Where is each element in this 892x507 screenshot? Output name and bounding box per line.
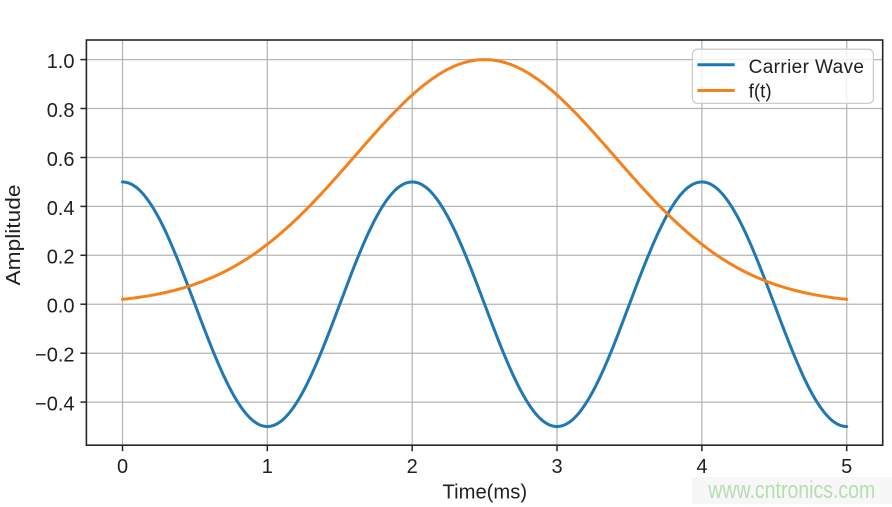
svg-text:Time(ms): Time(ms) (443, 482, 528, 504)
svg-text:−0.2: −0.2 (35, 345, 74, 367)
svg-text:www.cntronics.com: www.cntronics.com (707, 477, 875, 504)
svg-text:3: 3 (551, 456, 562, 478)
svg-text:1: 1 (262, 456, 273, 478)
svg-text:f(t): f(t) (749, 82, 772, 103)
svg-text:1.0: 1.0 (47, 51, 75, 73)
svg-text:0.0: 0.0 (47, 296, 75, 318)
svg-text:−0.4: −0.4 (35, 394, 74, 416)
svg-text:Carrier Wave: Carrier Wave (749, 57, 864, 78)
svg-text:0.2: 0.2 (47, 247, 75, 269)
svg-text:Amplitude: Amplitude (3, 185, 25, 286)
svg-text:2: 2 (407, 456, 418, 478)
svg-text:5: 5 (841, 456, 852, 478)
svg-text:0.6: 0.6 (47, 149, 75, 171)
svg-text:4: 4 (696, 456, 707, 478)
svg-text:0.4: 0.4 (47, 198, 75, 220)
svg-text:0: 0 (117, 456, 128, 478)
svg-text:0.8: 0.8 (47, 100, 75, 122)
